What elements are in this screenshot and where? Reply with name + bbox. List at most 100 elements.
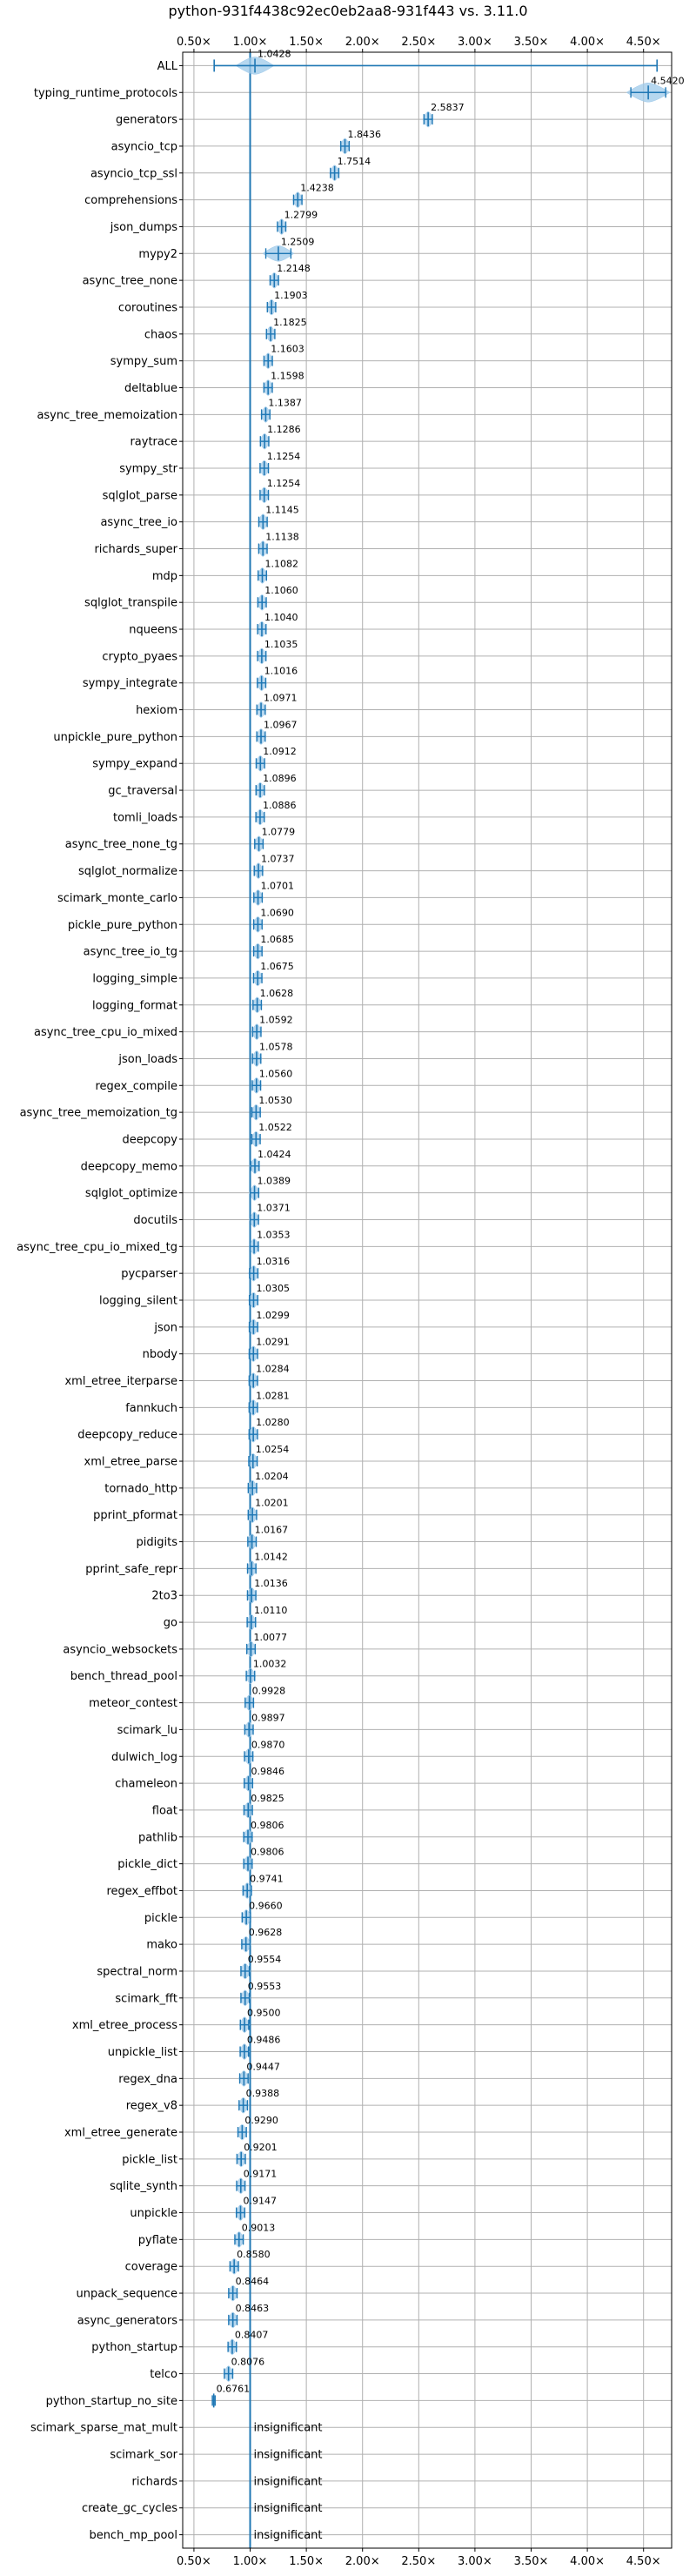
y-tick-label: python_startup	[91, 2341, 177, 2354]
y-tick-label: coverage	[125, 2261, 177, 2274]
value-label: 1.0690	[260, 907, 294, 918]
x-tick-label-bottom: 2.50×	[401, 2555, 436, 2568]
y-tick-label: unpack_sequence	[76, 2288, 177, 2301]
y-tick-label: bench_mp_pool	[89, 2529, 177, 2542]
y-tick-label: sqlglot_parse	[103, 489, 177, 502]
y-tick-label: async_tree_memoization	[37, 409, 177, 422]
value-label: 0.9486	[247, 2034, 281, 2045]
y-tick-label: async_tree_io	[100, 516, 177, 529]
y-tick-label: scimark_monte_carlo	[57, 892, 177, 905]
value-label: 0.9870	[251, 1739, 285, 1750]
y-tick-label: async_tree_cpu_io_mixed_tg	[17, 1241, 177, 1254]
value-label: 1.2799	[284, 209, 318, 220]
value-label: 0.9201	[244, 2142, 278, 2153]
y-tick-label: async_generators	[77, 2314, 178, 2327]
y-tick-label: pickle	[144, 1912, 177, 1925]
y-tick-label: json	[153, 1321, 177, 1334]
y-tick-label: pyflate	[138, 2234, 177, 2247]
y-tick-label: xml_etree_parse	[84, 1456, 177, 1469]
x-tick-label-bottom: 1.50×	[289, 2555, 324, 2568]
value-label: 1.0284	[256, 1364, 290, 1375]
value-label: 0.8407	[235, 2330, 269, 2341]
y-tick-label: deepcopy_reduce	[77, 1429, 177, 1442]
value-label: 1.0685	[260, 934, 294, 945]
insignificant-label: insignificant	[254, 2475, 323, 2488]
x-tick-label-bottom: 3.00×	[458, 2555, 492, 2568]
value-label: 1.1016	[264, 666, 298, 677]
y-tick-label: mypy2	[138, 248, 177, 261]
y-tick-label: regex_v8	[126, 2100, 177, 2113]
value-label: 0.8580	[237, 2249, 271, 2260]
value-label: 0.9928	[252, 1686, 286, 1697]
value-label: 1.0701	[261, 880, 295, 891]
value-label: 0.8463	[236, 2303, 270, 2314]
value-label: 1.0254	[256, 1444, 290, 1455]
y-tick-label: nqueens	[129, 624, 177, 637]
x-tick-label-top: 1.00×	[233, 36, 268, 49]
value-label: 1.1254	[267, 451, 301, 462]
value-label: 1.1082	[264, 558, 298, 569]
y-tick-label: spectral_norm	[97, 1965, 177, 1978]
x-tick-label-top: 3.00×	[458, 36, 492, 49]
value-label: 1.0299	[256, 1310, 290, 1321]
value-label: 1.0886	[263, 800, 297, 811]
value-label: 1.0578	[259, 1041, 293, 1052]
value-label: 1.1060	[264, 585, 298, 596]
y-tick-label: xml_etree_generate	[64, 2127, 177, 2140]
value-label: 1.0280	[256, 1417, 290, 1428]
value-label: 1.0424	[258, 1149, 291, 1160]
value-label: 1.0522	[258, 1122, 292, 1133]
value-label: 1.1040	[264, 612, 298, 623]
value-label: 1.0912	[263, 746, 297, 757]
y-tick-label: unpickle_list	[108, 2046, 177, 2059]
value-label: 1.0530	[258, 1095, 292, 1106]
axes: ALL typing_runtime_protocols generators asy…	[17, 36, 673, 2568]
x-tick-label-bottom: 4.50×	[626, 2555, 661, 2568]
y-tick-label: coroutines	[118, 301, 177, 314]
y-tick-label: tomli_loads	[113, 811, 177, 824]
insignificant-label: insignificant	[254, 2502, 323, 2515]
y-tick-label: deepcopy	[122, 1133, 177, 1146]
y-tick-label: json_dumps	[110, 221, 177, 234]
value-label: 1.0428	[258, 48, 291, 59]
value-label: 0.9806	[251, 1847, 284, 1858]
value-label: 0.9447	[246, 2061, 280, 2072]
value-label: 1.1145	[265, 505, 299, 516]
y-tick-label: create_gc_cycles	[82, 2502, 177, 2515]
y-tick-label: deepcopy_memo	[81, 1160, 177, 1173]
y-tick-label: comprehensions	[84, 194, 177, 207]
value-label: 1.2148	[277, 263, 311, 274]
value-label: 0.9171	[244, 2169, 278, 2180]
value-label: 1.0201	[255, 1498, 289, 1509]
y-tick-label: regex_compile	[95, 1080, 177, 1093]
y-tick-label: async_tree_memoization_tg	[20, 1107, 177, 1120]
y-tick-label: richards_super	[94, 543, 177, 556]
x-tick-label-top: 2.50×	[401, 36, 436, 49]
y-tick-label: tornado_http	[104, 1482, 177, 1495]
value-label: 1.0389	[258, 1176, 291, 1187]
value-label: 1.0967	[264, 719, 298, 730]
y-tick-label: typing_runtime_protocols	[34, 87, 177, 100]
y-tick-label: xml_etree_process	[72, 2019, 177, 2032]
value-label: 1.8436	[348, 129, 382, 140]
value-label: 1.0142	[254, 1551, 288, 1562]
y-tick-label: regex_effbot	[106, 1885, 177, 1898]
y-tick-label: json_loads	[117, 1053, 177, 1066]
value-label: 1.0675	[260, 961, 294, 972]
insignificant-label: insignificant	[254, 2529, 323, 2542]
y-tick-label: scimark_fft	[115, 1992, 177, 2005]
value-label: 1.0291	[256, 1337, 290, 1348]
y-tick-label: raytrace	[130, 436, 177, 449]
y-tick-label: scimark_lu	[117, 1724, 177, 1737]
y-tick-label: async_tree_none_tg	[65, 838, 177, 851]
y-tick-label: scimark_sparse_mat_mult	[30, 2422, 177, 2435]
y-tick-label: async_tree_io_tg	[84, 946, 177, 959]
value-label: 0.9846	[251, 1766, 285, 1777]
y-tick-label: sympy_expand	[92, 758, 177, 771]
y-tick-label: float	[152, 1804, 177, 1817]
y-tick-label: fannkuch	[125, 1402, 177, 1415]
y-tick-label: hexiom	[136, 704, 177, 717]
data-marks: 1.0428 4.5420 2.5837 1.8436 1.7514 1.4238 1.27…	[211, 48, 685, 2548]
x-tick-label-bottom: 2.00×	[345, 2555, 380, 2568]
